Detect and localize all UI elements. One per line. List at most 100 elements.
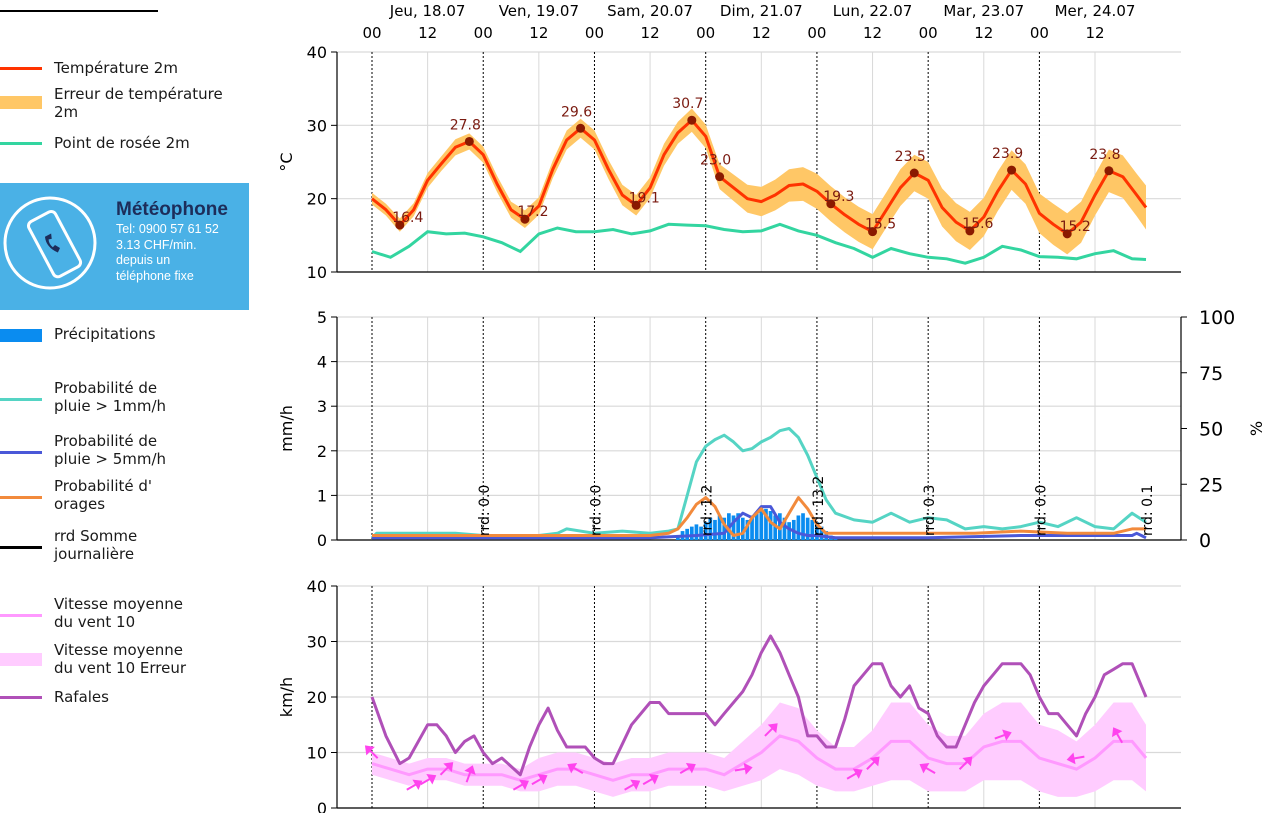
wind-arrow-head <box>1002 729 1012 741</box>
precip-bar <box>722 517 727 540</box>
temperature-label: 23.5 <box>895 149 926 165</box>
legend-temperature-label: Température 2m <box>54 59 178 77</box>
precip-bar <box>754 513 759 540</box>
y-tick-label: 40 <box>307 43 327 62</box>
temperature-error-band <box>372 108 1146 255</box>
day-label: Ven, 19.07 <box>499 2 579 20</box>
legend-precip-label: Précipitations <box>54 325 156 343</box>
precip-bar <box>750 515 754 540</box>
wind-arrow <box>439 762 454 776</box>
y2-axis-label: % <box>1247 421 1266 436</box>
precip-bar <box>689 526 694 540</box>
legend-wind-label: Vitesse moyenne du vent 10 <box>54 595 183 631</box>
rrd-label: rrd: 0.0 <box>477 485 493 536</box>
wind-arrow-shaft <box>734 767 747 772</box>
temperature-label: 17.2 <box>517 204 548 220</box>
y-tick-label: 3 <box>317 397 327 416</box>
hour-tick-label: 00 <box>474 24 493 42</box>
storm-swatch <box>0 496 42 499</box>
meteophone-ad[interactable]: Météophone Tel: 0900 57 61 52 3.13 CHF/m… <box>0 183 249 310</box>
phone-icon <box>3 196 97 290</box>
extreme-marker <box>909 168 919 178</box>
rrd-label: rrd: 13.2 <box>811 476 827 536</box>
temperature-label: 23.9 <box>992 146 1023 162</box>
wind-arrow-shaft <box>866 760 877 770</box>
hour-tick-label: 12 <box>418 24 437 42</box>
y-tick-label: 30 <box>307 116 327 135</box>
dew-point-swatch <box>0 142 42 145</box>
wind-arrow-shaft <box>958 760 969 770</box>
gusts-line <box>370 634 1148 777</box>
precip-bar <box>782 517 787 540</box>
y-tick-label: 40 <box>307 577 327 596</box>
rrd-swatch <box>0 546 42 549</box>
day-label: Lun, 22.07 <box>833 2 913 20</box>
wind-arrow <box>734 762 753 775</box>
legend-top-rule <box>0 10 158 12</box>
temperature-label: 19.3 <box>823 189 854 205</box>
y-tick-label: 0 <box>317 531 327 550</box>
precip-bar <box>759 506 764 540</box>
dew-point-line <box>371 222 1147 265</box>
wind-arrow-shaft <box>439 765 450 776</box>
precip-bar <box>815 522 819 540</box>
extreme-marker <box>464 136 474 146</box>
wind-arrow-head <box>919 762 930 774</box>
y2-tick-label: 25 <box>1199 474 1223 496</box>
temperature-label: 19.1 <box>629 190 660 206</box>
precip-bar <box>773 515 778 540</box>
wind-arrow <box>420 774 437 786</box>
precip-bar <box>810 519 815 540</box>
wind-line <box>371 734 1148 782</box>
rrd-label: rrd: 0.0 <box>588 485 604 536</box>
y-tick-label: 1 <box>317 486 327 505</box>
wind-arrow <box>1111 727 1124 744</box>
storm-line <box>372 496 1146 537</box>
ad-tel: Tel: 0900 57 61 52 <box>116 222 219 236</box>
wind-arrow-head <box>648 774 659 785</box>
hour-tick-label: 12 <box>1085 24 1104 42</box>
precip-bar <box>717 515 722 540</box>
y-tick-label: 20 <box>307 190 327 209</box>
hour-tick-label: 12 <box>863 24 882 42</box>
y-tick-label: 10 <box>307 263 327 282</box>
wind-arrow <box>512 779 529 791</box>
legend-panel: Température 2m Erreur de température 2m … <box>0 0 280 813</box>
y-axis-label: mm/h <box>277 405 296 452</box>
wind-arrow-head <box>537 774 548 785</box>
legend-gusts-label: Rafales <box>54 688 109 706</box>
temperature-line <box>371 118 1148 236</box>
y-tick-label: 10 <box>307 744 327 763</box>
temp-error-swatch <box>0 96 42 109</box>
ad-from-1: depuis un <box>116 253 171 267</box>
precip-bar <box>801 513 805 540</box>
ad-name: Météophone <box>116 199 228 220</box>
wind-arrow-head <box>426 774 437 785</box>
extreme-marker <box>687 115 697 125</box>
wind-arrow <box>531 774 548 786</box>
wind-arrow-head <box>743 762 753 775</box>
precip-bar <box>703 522 708 540</box>
extreme-marker <box>965 226 975 236</box>
hour-tick-label: 12 <box>752 24 771 42</box>
precip-bar <box>819 526 824 540</box>
wind-arrow <box>958 756 973 770</box>
precip-bar <box>736 513 740 540</box>
wind-arrow-shaft <box>764 726 775 737</box>
wind-swatch <box>0 614 42 617</box>
extreme-marker <box>395 220 405 230</box>
precip-bar <box>805 517 810 540</box>
precip-bar <box>745 519 750 540</box>
temperature-label: 23.8 <box>1089 147 1120 163</box>
temperature-label: 15.6 <box>962 216 993 232</box>
wind-arrow <box>866 756 880 770</box>
temperature-swatch <box>0 67 42 70</box>
wind-arrow-head <box>464 765 476 775</box>
hour-tick-label: 12 <box>529 24 548 42</box>
wind-arrow-head <box>852 768 863 779</box>
legend-rrd-label: rrd Somme journalière <box>54 527 138 563</box>
hour-tick-label: 00 <box>807 24 826 42</box>
wind-arrow-head <box>443 762 454 772</box>
y-axis-label: °C <box>277 152 296 171</box>
wind-arrow <box>919 762 936 775</box>
